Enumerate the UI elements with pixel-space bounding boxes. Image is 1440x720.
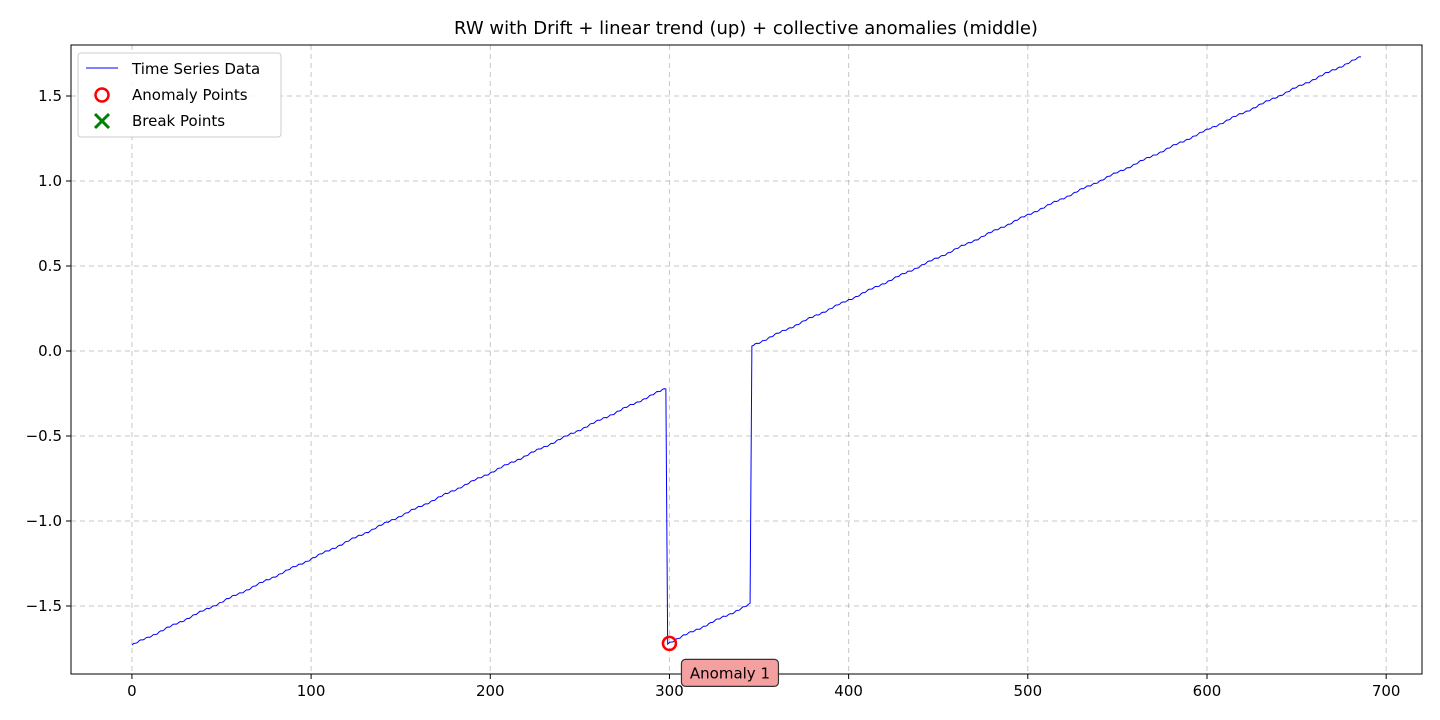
x-tick-label: 100 [297,682,326,700]
y-tick-label: −0.5 [26,427,62,445]
y-tick-label: 1.5 [38,87,62,105]
legend: Time Series Data Anomaly Points Break Poin… [77,52,282,138]
y-tick-label: 0.0 [38,342,62,360]
x-tick-label: 600 [1193,682,1222,700]
y-tick-label: 0.5 [38,257,62,275]
x-tick-label: 0 [127,682,137,700]
axes: 0 100 200 300 400 500 600 700 −1.5 −1.0 −0.5 0.0 0.5… [26,44,1423,700]
x-tick-label: 200 [476,682,505,700]
anomaly-point [661,635,678,652]
chart-title: RW with Drift + linear trend (up) + coll… [454,18,1038,39]
y-tick-label: −1.0 [26,512,62,530]
legend-label-break-points: Break Points [132,112,225,130]
annotation-label: Anomaly 1 [690,664,770,682]
plot-frame [70,44,1423,675]
y-tick-label: −1.5 [26,597,62,615]
series-layer [131,56,1362,646]
legend-box [77,52,282,138]
y-tick-label: 1.0 [38,172,62,190]
x-tick-label: 400 [834,682,863,700]
legend-anomaly-swatch [94,87,110,103]
x-tick-label: 300 [655,682,684,700]
legend-label-anomaly-points: Anomaly Points [132,86,248,104]
grid [71,45,1422,674]
marker-layer: Anomaly 1 [661,635,780,688]
legend-break-swatch-b [93,112,111,130]
x-tick-label: 700 [1372,682,1401,700]
legend-label-time-series-data: Time Series Data [131,60,260,78]
annotation-box [680,658,780,688]
series-line-time-series-data [131,56,1362,646]
x-tick-label: 500 [1013,682,1042,700]
